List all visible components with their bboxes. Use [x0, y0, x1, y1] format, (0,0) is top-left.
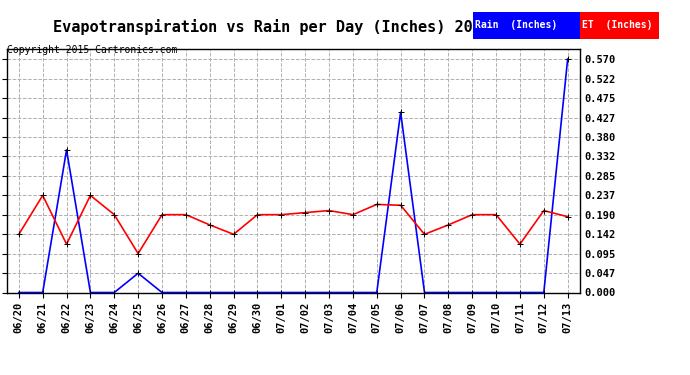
Text: Evapotranspiration vs Rain per Day (Inches) 20150714: Evapotranspiration vs Rain per Day (Inch… — [52, 19, 527, 35]
Text: ET  (Inches): ET (Inches) — [582, 20, 652, 30]
Text: Copyright 2015 Cartronics.com: Copyright 2015 Cartronics.com — [7, 45, 177, 55]
Text: Rain  (Inches): Rain (Inches) — [475, 20, 557, 30]
